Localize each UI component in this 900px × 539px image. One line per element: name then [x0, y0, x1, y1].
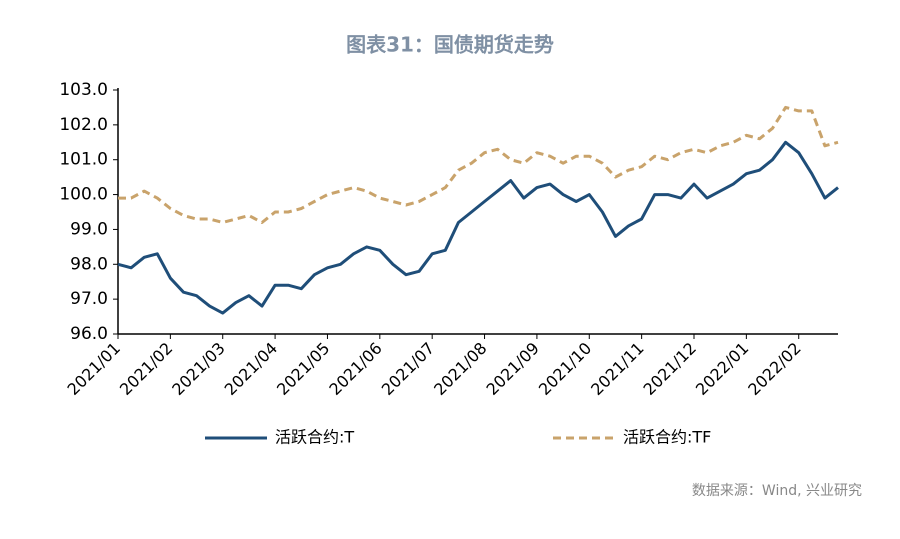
x-tick-label: 2021/09 — [482, 339, 542, 399]
source-note: 数据来源：Wind, 兴业研究 — [692, 483, 862, 499]
x-tick-label: 2022/01 — [692, 339, 752, 399]
x-tick-label: 2022/02 — [744, 339, 804, 399]
x-tick-label: 2021/05 — [273, 339, 333, 399]
x-tick-label: 2021/11 — [587, 339, 647, 399]
y-tick-label: 97.0 — [70, 289, 108, 309]
x-tick-label: 2021/03 — [168, 339, 228, 399]
series-line — [117, 140, 839, 315]
y-tick-label: 102.0 — [59, 115, 108, 135]
x-tick-label: 2021/12 — [640, 339, 700, 399]
y-tick-label: 99.0 — [70, 219, 108, 239]
x-tick-label: 2021/04 — [221, 339, 281, 399]
x-tick-label: 2021/07 — [378, 339, 438, 399]
y-tick-label: 103.0 — [59, 80, 108, 100]
y-tick-label: 101.0 — [59, 150, 108, 170]
y-tick-label: 98.0 — [70, 254, 108, 274]
x-tick-label: 2021/01 — [64, 339, 124, 399]
legend-label: 活跃合约:TF — [623, 428, 711, 447]
chart-title: 图表31：国债期货走势 — [346, 33, 554, 57]
x-tick-label: 2021/10 — [535, 339, 595, 399]
y-tick-label: 100.0 — [59, 185, 108, 205]
legend-label: 活跃合约:T — [275, 428, 354, 447]
y-tick-label: 96.0 — [70, 324, 108, 344]
x-tick-label: 2021/02 — [116, 339, 176, 399]
x-tick-label: 2021/08 — [430, 339, 490, 399]
x-tick-label: 2021/06 — [325, 339, 385, 399]
series-line — [118, 105, 839, 224]
